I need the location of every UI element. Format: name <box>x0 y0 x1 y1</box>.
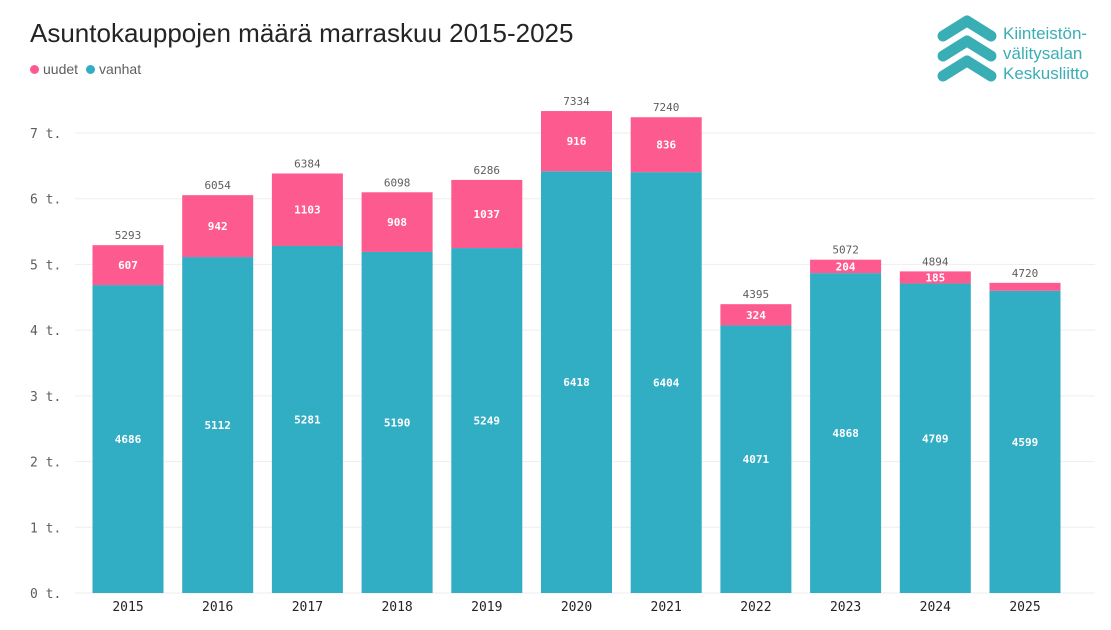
data-label-vanhat: 5112 <box>204 419 231 432</box>
data-label-uudet: 204 <box>836 260 856 273</box>
y-tick-label: 7 t. <box>30 127 61 142</box>
x-tick-label: 2015 <box>112 600 143 615</box>
bar-uudet <box>630 117 702 173</box>
logo: Kiinteistön- välitysalan Keskusliitto <box>935 14 1105 94</box>
legend-label-uudet: uudet <box>43 61 79 77</box>
y-tick-label: 2 t. <box>30 456 61 471</box>
data-label-vanhat: 5190 <box>384 416 411 429</box>
legend: uudet vanhat <box>30 61 141 77</box>
data-label-total: 7240 <box>653 101 680 114</box>
data-label-total: 4395 <box>743 288 770 301</box>
bar-uudet <box>720 304 792 326</box>
x-tick-label: 2022 <box>740 600 771 615</box>
logo-line-3: Keskusliitto <box>1003 64 1089 83</box>
bar-vanhat <box>720 325 792 593</box>
y-tick-label: 4 t. <box>30 324 61 339</box>
x-tick-label: 2021 <box>651 600 682 615</box>
bar-vanhat <box>630 172 702 593</box>
bar-uudet <box>451 179 523 249</box>
legend-marker-vanhat <box>86 64 96 74</box>
x-tick-label: 2018 <box>381 600 412 615</box>
chart-title: Asuntokauppojen määrä marraskuu 2015-202… <box>30 18 574 48</box>
y-tick-label: 3 t. <box>30 390 61 405</box>
logo-line-1: Kiinteistön- <box>1003 24 1088 43</box>
bar-uudet <box>182 195 254 258</box>
data-label-vanhat: 5281 <box>294 413 321 426</box>
data-label-uudet: 908 <box>387 216 407 229</box>
bar-uudet <box>541 111 612 172</box>
bar-vanhat <box>271 245 343 593</box>
y-tick-label: 1 t. <box>30 521 61 536</box>
bar-vanhat <box>182 257 254 593</box>
bar-uudet <box>899 271 971 284</box>
bar-uudet <box>810 259 882 274</box>
data-label-uudet: 607 <box>118 259 138 272</box>
x-tick-label: 2019 <box>471 600 502 615</box>
data-label-uudet: 836 <box>656 139 676 152</box>
data-label-total: 6286 <box>474 164 501 177</box>
data-label-total: 6098 <box>384 176 411 189</box>
x-tick-label: 2020 <box>561 600 592 615</box>
data-label-vanhat: 6418 <box>563 376 590 389</box>
legend-item-uudet[interactable]: uudet <box>30 61 78 77</box>
data-label-uudet: 942 <box>208 220 228 233</box>
bar-vanhat <box>361 251 433 593</box>
legend-item-vanhat[interactable]: vanhat <box>86 61 141 77</box>
data-label-vanhat: 4868 <box>832 427 859 440</box>
data-label-total: 5293 <box>115 229 142 242</box>
data-label-total: 6054 <box>204 179 231 192</box>
bar-uudet <box>92 245 164 286</box>
y-tick-label: 0 t. <box>30 587 61 602</box>
y-tick-label: 5 t. <box>30 258 61 273</box>
data-label-uudet: 324 <box>746 309 766 322</box>
bar-vanhat <box>989 290 1061 593</box>
data-label-vanhat: 4709 <box>922 432 949 445</box>
x-tick-label: 2016 <box>202 600 233 615</box>
data-label-vanhat: 6404 <box>653 377 680 390</box>
data-label-vanhat: 5249 <box>474 415 501 428</box>
data-label-total: 4720 <box>1012 267 1039 280</box>
data-label-total: 6384 <box>294 157 321 170</box>
data-label-uudet: 1037 <box>474 208 501 221</box>
x-tick-label: 2023 <box>830 600 861 615</box>
bar-vanhat <box>451 248 523 593</box>
data-label-uudet: 916 <box>567 135 587 148</box>
x-tick-label: 2025 <box>1009 600 1040 615</box>
bar-vanhat <box>899 283 971 593</box>
data-label-total: 7334 <box>563 95 590 108</box>
legend-label-vanhat: vanhat <box>99 61 142 77</box>
data-label-vanhat: 4599 <box>1012 436 1039 449</box>
y-tick-label: 6 t. <box>30 193 61 208</box>
data-label-vanhat: 4071 <box>743 453 770 466</box>
data-label-total: 5072 <box>832 244 859 257</box>
x-tick-label: 2017 <box>292 600 323 615</box>
data-label-uudet: 185 <box>925 271 945 284</box>
bar-vanhat <box>92 285 164 593</box>
bar-uudet <box>989 282 1061 291</box>
legend-marker-uudet <box>30 64 39 74</box>
bar-vanhat <box>541 171 612 593</box>
x-tick-label: 2024 <box>920 600 951 615</box>
chevrons-logo-icon <box>937 15 997 82</box>
logo-line-2: välitysalan <box>1003 44 1083 63</box>
bar-uudet <box>271 173 343 246</box>
bar-vanhat <box>810 273 882 593</box>
data-label-total: 4894 <box>922 255 949 268</box>
data-label-uudet: 1103 <box>294 204 321 217</box>
data-label-vanhat: 4686 <box>115 433 142 446</box>
bar-uudet <box>361 192 433 252</box>
